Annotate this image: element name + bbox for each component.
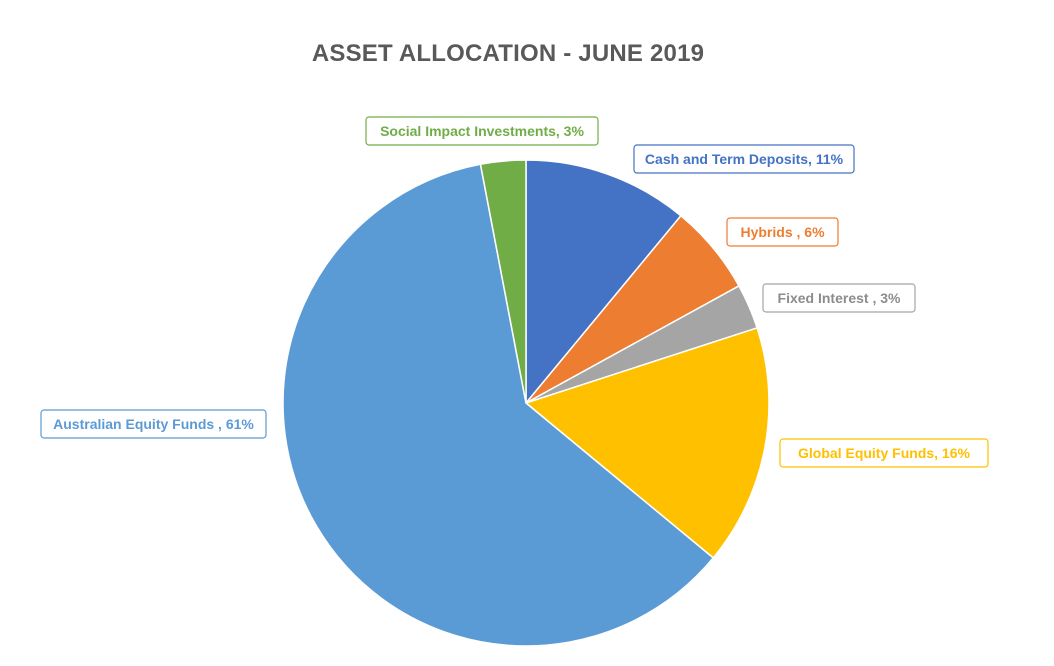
data-label-box — [779, 438, 989, 468]
data-label-text: Cash and Term Deposits, 11% — [645, 151, 844, 167]
data-label-text: Global Equity Funds, 16% — [798, 445, 970, 461]
data-label-box — [762, 283, 916, 313]
data-label-text: Social Impact Investments, 3% — [380, 123, 584, 139]
pie-slice-global-equity-funds — [524, 326, 770, 559]
data-label-cash-and-term-deposits: Cash and Term Deposits, 11% — [633, 144, 855, 174]
data-label-text: Australian Equity Funds , 61% — [53, 416, 254, 432]
data-label-text: Fixed Interest , 3% — [778, 290, 901, 306]
pie-slices — [282, 159, 770, 647]
data-label-australian-equity-funds: Australian Equity Funds , 61% — [40, 409, 267, 439]
data-label-global-equity-funds: Global Equity Funds, 16% — [779, 438, 989, 468]
data-label-hybrids: Hybrids , 6% — [726, 217, 839, 247]
data-label-box — [633, 144, 855, 174]
pie-slice-australian-equity-funds — [282, 163, 715, 647]
data-label-box — [726, 217, 839, 247]
data-label-fixed-interest: Fixed Interest , 3% — [762, 283, 916, 313]
data-label-box — [40, 409, 267, 439]
pie-slice-cash-and-term-deposits — [525, 159, 682, 406]
data-label-text: Hybrids , 6% — [740, 224, 825, 240]
data-label-callouts: Cash and Term Deposits, 11% Hybrids , 6% F… — [40, 116, 989, 468]
data-label-social-impact-investments: Social Impact Investments, 3% — [365, 116, 599, 146]
chart-title: ASSET ALLOCATION - JUNE 2019 — [311, 40, 705, 67]
data-label-box — [365, 116, 599, 146]
pie-slice-social-impact-investments — [479, 159, 527, 404]
